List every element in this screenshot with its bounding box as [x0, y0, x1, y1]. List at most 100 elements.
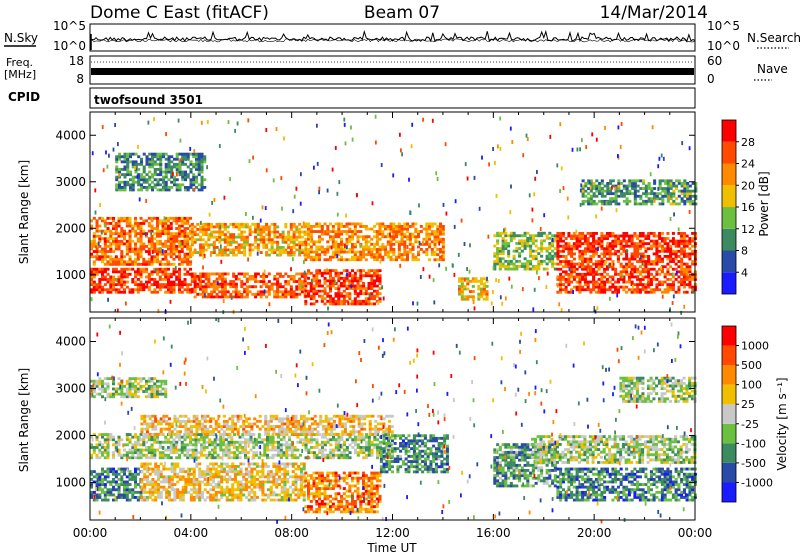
range-cell [112, 288, 116, 292]
range-cell [406, 258, 410, 262]
range-cell [199, 220, 202, 225]
range-cell [230, 295, 233, 300]
range-cell [292, 209, 295, 214]
range-cell [236, 480, 240, 484]
range-cell [201, 287, 205, 291]
range-cell [272, 483, 276, 486]
range-cell [181, 232, 184, 237]
range-cell [529, 239, 533, 243]
range-cell [600, 288, 604, 292]
range-cell [178, 227, 182, 230]
range-cell [512, 267, 516, 271]
range-cell [647, 280, 651, 284]
range-cell [556, 278, 560, 281]
range-cell [215, 295, 219, 299]
range-cell [189, 483, 193, 486]
range-cell [195, 157, 199, 161]
range-cell [364, 289, 368, 293]
range-cell [625, 265, 629, 269]
range-cell [567, 260, 571, 263]
range-cell [616, 280, 620, 284]
range-cell [364, 299, 368, 303]
range-cell [131, 165, 135, 169]
range-cell [688, 270, 692, 274]
range-cell [233, 470, 237, 474]
range-cell [597, 242, 601, 246]
range-cell [606, 187, 610, 190]
range-cell [616, 278, 620, 281]
range-cell [691, 285, 695, 289]
range-cell [469, 279, 473, 283]
range-cell [151, 485, 155, 489]
range-cell [592, 184, 596, 188]
range-cell [432, 278, 435, 283]
range-cell [150, 283, 154, 287]
range-cell [348, 222, 352, 226]
range-cell [304, 299, 308, 303]
range-cell [120, 270, 124, 274]
range-cell [210, 225, 214, 229]
range-cell [176, 172, 178, 177]
range-cell [633, 192, 637, 196]
range-cell [337, 302, 341, 306]
range-cell [575, 234, 579, 238]
range-cell [128, 239, 132, 243]
range-cell [331, 167, 334, 172]
range-cell [558, 302, 561, 307]
range-cell [633, 249, 637, 253]
range-cell [245, 224, 247, 229]
range-cell [175, 278, 179, 281]
range-cell [125, 485, 129, 489]
range-cell [561, 278, 565, 281]
range-cell [221, 233, 225, 237]
range-cell [118, 188, 122, 192]
range-cell [109, 245, 113, 248]
range-cell [90, 245, 94, 248]
range-cell [186, 272, 190, 276]
range-cell [337, 287, 341, 290]
range-cell [348, 294, 352, 298]
range-cell [518, 234, 522, 238]
range-cell [630, 272, 634, 276]
range-cell [175, 250, 179, 253]
range-cell [284, 251, 288, 254]
range-cell [156, 155, 160, 159]
range-cell [636, 249, 640, 253]
range-cell [373, 242, 377, 246]
range-cell [167, 480, 171, 484]
range-cell [373, 230, 377, 233]
range-cell [666, 232, 670, 235]
range-cell [139, 242, 143, 246]
range-cell [140, 175, 144, 179]
y-tick-label: 3000 [55, 175, 86, 189]
range-cell [178, 250, 182, 253]
range-cell [647, 270, 651, 274]
range-cell [512, 265, 516, 268]
range-cell [242, 478, 246, 481]
range-cell [523, 267, 527, 271]
range-cell [362, 282, 366, 285]
range-cell [262, 246, 266, 249]
range-cell [172, 245, 176, 248]
range-cell [592, 187, 596, 190]
range-cell [307, 484, 311, 488]
range-cell [395, 227, 399, 231]
range-cell [123, 283, 127, 287]
range-cell [559, 283, 563, 287]
range-cell [218, 230, 222, 234]
range-cell [220, 475, 224, 479]
range-cell [680, 232, 684, 235]
range-cell [641, 234, 645, 238]
range-cell [167, 229, 171, 233]
range-cell [330, 245, 333, 250]
range-cell [592, 199, 596, 203]
range-cell [192, 480, 196, 484]
range-cell [101, 270, 105, 274]
range-cell [286, 470, 290, 474]
range-cell [619, 278, 623, 281]
range-cell [176, 475, 180, 479]
range-cell [134, 490, 138, 494]
range-cell [125, 475, 129, 479]
range-cell [682, 249, 686, 253]
range-cell [123, 480, 127, 484]
